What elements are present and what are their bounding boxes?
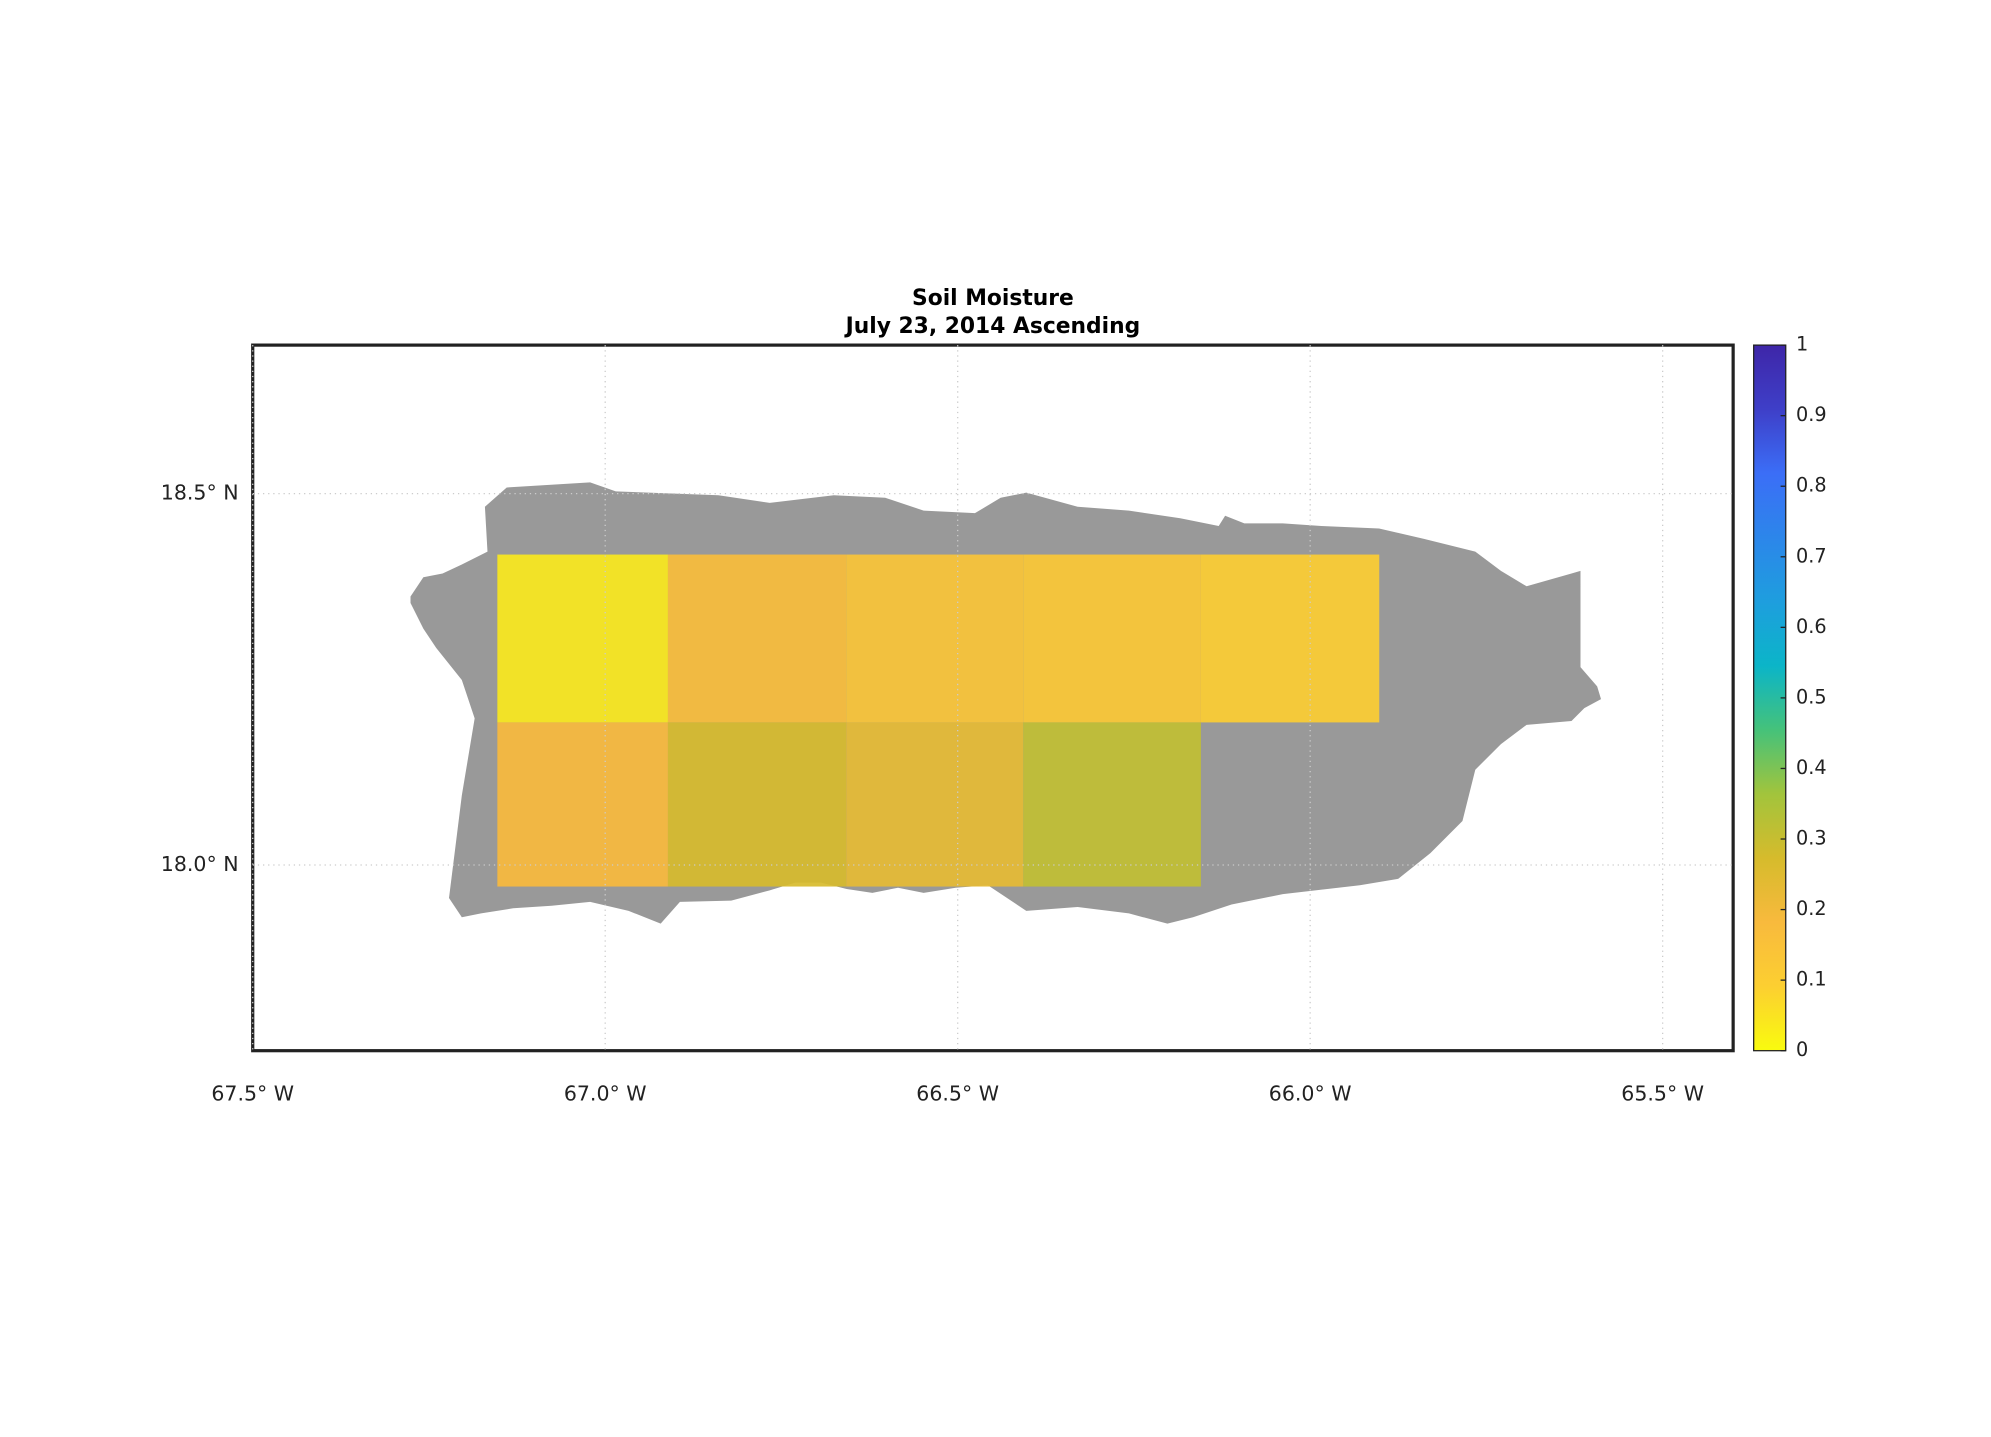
colorbar-tick-label: 0.6 (1796, 615, 1827, 638)
colorbar-tick-label: 0.9 (1796, 403, 1827, 426)
x-tick-label: 66.5° W (916, 1081, 999, 1105)
map-subtitle: July 23, 2014 Ascending (844, 314, 1141, 339)
grid-cell (1023, 722, 1201, 887)
grid-cell (497, 554, 668, 723)
x-tick-label: 67.0° W (564, 1081, 647, 1105)
grid-cell (846, 554, 1024, 723)
grid-cell (667, 554, 847, 723)
colorbar-tick-label: 1 (1796, 333, 1808, 356)
colorbar-scale (1753, 344, 1787, 1052)
colorbar: 0 0.1 0.2 0.3 0.4 0.5 0.6 0.7 0.8 0.9 1 (1753, 333, 1827, 1061)
plot-area (410, 482, 1602, 924)
y-tick-label: 18.0° N (161, 852, 239, 876)
grid-cell (1200, 554, 1380, 723)
x-tick-label: 66.0° W (1269, 1081, 1352, 1105)
grid-cell (667, 722, 847, 887)
colorbar-tick-label: 0.3 (1796, 827, 1827, 850)
grid-cell (1023, 554, 1201, 723)
map-title: Soil Moisture (912, 286, 1074, 311)
y-tick-label: 18.5° N (161, 481, 239, 505)
colorbar-tick-label: 0.1 (1796, 968, 1827, 991)
colorbar-tick-label: 0.8 (1796, 474, 1827, 497)
colorbar-tick-label: 0.7 (1796, 544, 1827, 567)
x-tick-label: 67.5° W (211, 1081, 294, 1105)
plot-frame (251, 343, 1735, 1053)
grid-cell (497, 722, 668, 887)
grid-cell (846, 722, 1024, 887)
x-tick-label: 65.5° W (1621, 1081, 1704, 1105)
colorbar-tick-label: 0.2 (1796, 897, 1827, 920)
colorbar-tick-label: 0 (1796, 1038, 1808, 1061)
colorbar-tick-label: 0.4 (1796, 756, 1827, 779)
colorbar-tick-label: 0.5 (1796, 685, 1827, 708)
